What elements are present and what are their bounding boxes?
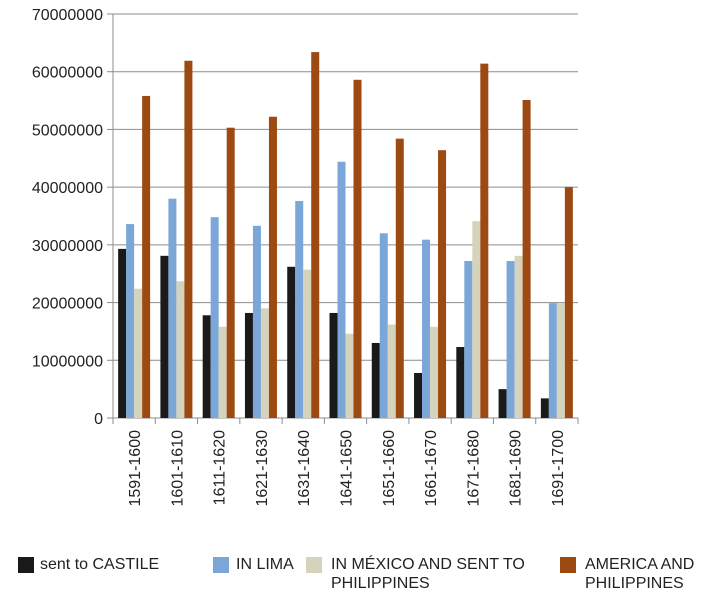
bar	[268, 116, 277, 418]
bar	[345, 333, 354, 418]
y-tick-label: 40000000	[32, 180, 103, 197]
y-tick-label: 0	[94, 411, 103, 428]
bar	[522, 99, 531, 418]
legend-label: IN MÉXICO AND SENT TO PHILIPPINES	[331, 556, 525, 592]
bar	[142, 95, 151, 418]
legend-label: sent to CASTILE	[40, 556, 160, 573]
x-tick-label: 1621-1630	[254, 430, 271, 507]
bar	[548, 303, 557, 418]
x-tick-label: 1681-1690	[508, 430, 525, 507]
x-tick-label: 1661-1670	[423, 430, 440, 507]
bar	[514, 255, 523, 418]
legend-label: IN LIMA	[236, 556, 294, 573]
bar	[498, 389, 507, 418]
bar	[464, 261, 473, 418]
y-tick-label: 10000000	[32, 353, 103, 370]
bar	[387, 324, 396, 418]
bar	[168, 198, 177, 418]
bar	[564, 187, 573, 418]
bar	[218, 326, 227, 418]
bar	[329, 312, 338, 418]
x-tick-label: 1591-1600	[127, 430, 144, 507]
bar	[472, 221, 481, 418]
bar	[295, 200, 304, 418]
bar	[430, 326, 439, 418]
legend-swatch	[18, 557, 34, 573]
bar	[184, 60, 193, 419]
legend-swatch	[306, 557, 322, 573]
bar	[480, 63, 489, 419]
y-tick-label: 70000000	[32, 7, 103, 24]
bar	[244, 312, 253, 418]
bar	[438, 150, 447, 418]
x-tick-label: 1631-1640	[296, 430, 313, 507]
bar	[126, 224, 135, 418]
bar	[395, 138, 404, 419]
bar	[311, 52, 320, 418]
x-tick-label: 1651-1660	[381, 430, 398, 507]
y-tick-label: 20000000	[32, 296, 103, 313]
bar	[287, 266, 296, 418]
bar	[353, 79, 362, 419]
x-tick-label: 1611-1620	[212, 430, 229, 505]
x-tick-label: 1601-1610	[169, 430, 186, 507]
bar	[134, 288, 143, 418]
x-tick-label: 1691-1700	[550, 430, 567, 507]
bar	[556, 303, 565, 418]
bar	[337, 161, 346, 418]
bar	[252, 225, 261, 418]
bar	[118, 248, 127, 418]
y-tick-label: 60000000	[32, 65, 103, 82]
bar	[414, 372, 423, 418]
bar	[176, 281, 185, 418]
bar	[371, 342, 380, 418]
bar	[226, 127, 235, 418]
bar	[260, 308, 269, 418]
legend-swatch	[560, 557, 576, 573]
x-tick-label: 1671-1680	[465, 430, 482, 507]
legend-swatch	[213, 557, 229, 573]
legend-label: AMERICA AND PHILIPPINES	[585, 556, 695, 592]
bar	[303, 269, 312, 418]
bar	[210, 217, 219, 418]
bar	[422, 239, 431, 418]
x-tick-label: 1641-1650	[339, 430, 356, 507]
bar	[456, 347, 465, 418]
bar	[540, 398, 549, 418]
y-tick-label: 30000000	[32, 238, 103, 255]
bar	[379, 233, 388, 418]
bar	[506, 261, 515, 418]
bar	[160, 255, 169, 418]
bar	[202, 315, 211, 418]
y-tick-label: 50000000	[32, 122, 103, 139]
